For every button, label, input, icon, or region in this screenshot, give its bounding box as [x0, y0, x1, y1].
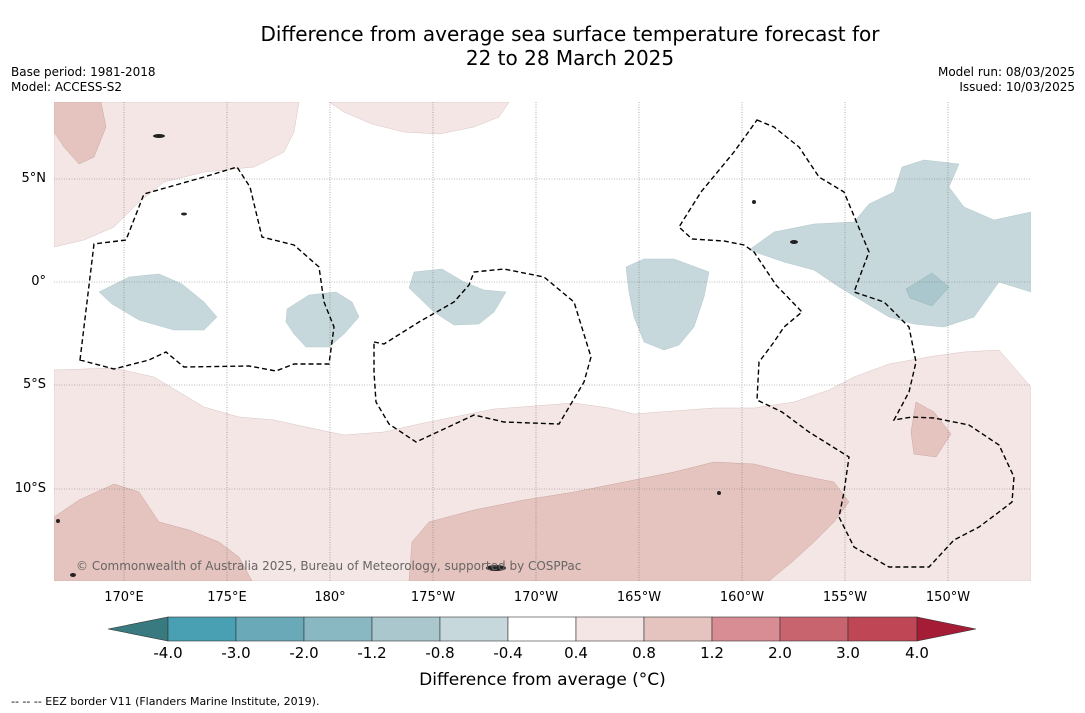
title-line-1: Difference from average sea surface temp…	[260, 22, 880, 46]
colorbar-tick-label: -1.2	[357, 644, 387, 662]
lat-label-5n: 5°N	[21, 171, 47, 186]
colorbar-segment	[575, 616, 645, 642]
lon-label-180: 180°	[314, 590, 346, 605]
colorbar-tick-label: 2.0	[768, 644, 792, 662]
lon-label-165w: 165°W	[616, 590, 662, 605]
lon-label-160w: 160°W	[719, 590, 765, 605]
lat-label-10s: 10°S	[14, 481, 46, 496]
colorbar-extend-low	[108, 616, 169, 642]
map-title: Difference from average sea surface temp…	[0, 22, 1085, 70]
eez-borders	[79, 119, 1015, 568]
map-canvas	[54, 102, 1031, 581]
lon-label-170w: 170°W	[513, 590, 559, 605]
colorbar-tick-label: 3.0	[836, 644, 860, 662]
cool-anomaly-light	[98, 159, 1031, 351]
lon-label-150w: 150°W	[925, 590, 971, 605]
colorbar-segment	[643, 616, 713, 642]
colorbar-segment	[235, 616, 305, 642]
colorbar-segment	[847, 616, 918, 642]
colorbar-segment	[779, 616, 849, 642]
colorbar-segment	[371, 616, 441, 642]
colorbar-tick-label: -4.0	[153, 644, 183, 662]
graticule	[54, 102, 1031, 581]
warm-anomaly-medium	[54, 102, 952, 581]
lon-label-170e: 170°E	[104, 590, 144, 605]
colorbar-segment	[303, 616, 373, 642]
lon-label-155w: 155°W	[822, 590, 868, 605]
lon-label-175w: 175°W	[410, 590, 456, 605]
colorbar	[108, 616, 977, 642]
colorbar-tick-label: 0.4	[564, 644, 588, 662]
colorbar-segment	[711, 616, 781, 642]
colorbar-tick-label: 0.8	[632, 644, 656, 662]
cool-anomaly-medium	[905, 272, 950, 307]
colorbar-title: Difference from average (°C)	[419, 670, 666, 690]
colorbar-segment	[439, 616, 509, 642]
colorbar-tick-label: -0.8	[425, 644, 455, 662]
model-run-text: Model run: 08/03/2025	[937, 65, 1075, 79]
base-info: Base period: 1981-2018 Model: ACCESS-S2	[11, 65, 156, 95]
title-line-2: 22 to 28 March 2025	[465, 46, 675, 70]
base-period-text: Base period: 1981-2018	[11, 65, 156, 79]
colorbar-segment	[507, 616, 577, 642]
colorbar-tick-label: 4.0	[905, 644, 929, 662]
lon-label-175e: 175°E	[207, 590, 247, 605]
islands	[56, 134, 798, 577]
colorbar-tick-label: -3.0	[221, 644, 251, 662]
sst-anomaly-map[interactable]	[54, 102, 1031, 581]
model-text: Model: ACCESS-S2	[11, 80, 123, 94]
colorbar-tick-label: -0.4	[493, 644, 523, 662]
eez-border-note: -- -- -- EEZ border V11 (Flanders Marine…	[11, 695, 320, 708]
colorbar-extend-high	[916, 616, 977, 642]
colorbar-tick-label: 1.2	[700, 644, 724, 662]
issued-text: Issued: 10/03/2025	[959, 80, 1075, 94]
copyright-notice: © Commonwealth of Australia 2025, Bureau…	[76, 559, 582, 573]
lat-label-5s: 5°S	[22, 377, 46, 392]
run-info: Model run: 08/03/2025 Issued: 10/03/2025	[938, 65, 1075, 95]
colorbar-segment	[167, 616, 237, 642]
colorbar-tick-label: -2.0	[289, 644, 319, 662]
lat-label-0: 0°	[31, 274, 46, 289]
